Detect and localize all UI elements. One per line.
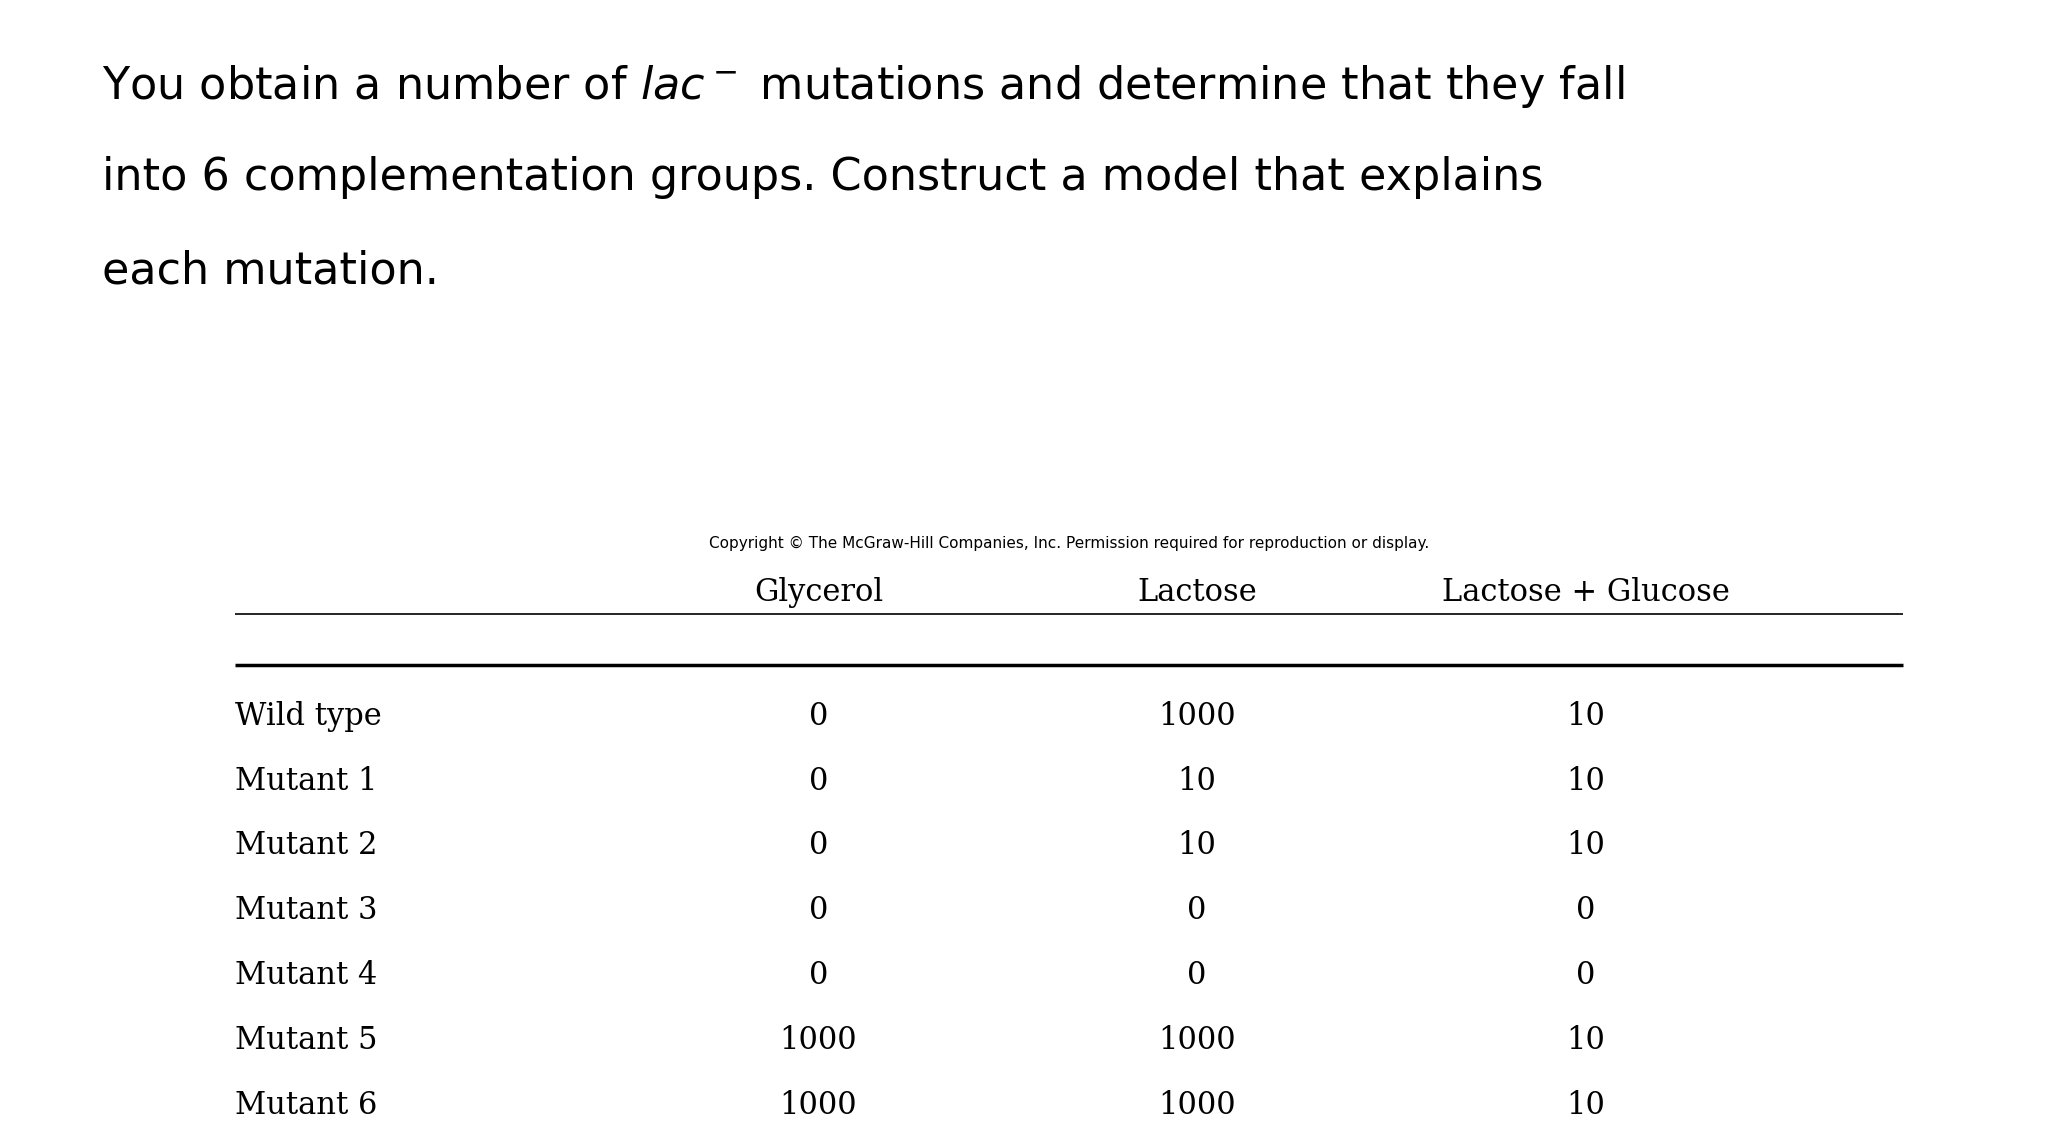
Text: 0: 0 (1575, 960, 1596, 991)
Text: Mutant 6: Mutant 6 (235, 1089, 379, 1121)
Text: 1000: 1000 (1158, 1024, 1236, 1056)
Text: Mutant 5: Mutant 5 (235, 1024, 379, 1056)
Text: 0: 0 (808, 960, 829, 991)
Text: Mutant 1: Mutant 1 (235, 765, 379, 797)
Text: 10: 10 (1176, 830, 1217, 862)
Text: Mutant 4: Mutant 4 (235, 960, 379, 991)
Text: 0: 0 (808, 895, 829, 927)
Text: 10: 10 (1565, 1089, 1606, 1121)
Text: into 6 complementation groups. Construct a model that explains: into 6 complementation groups. Construct… (102, 156, 1543, 199)
Text: 0: 0 (808, 830, 829, 862)
Text: each mutation.: each mutation. (102, 249, 440, 292)
Text: Glycerol: Glycerol (753, 578, 884, 608)
Text: Copyright © The McGraw-Hill Companies, Inc. Permission required for reproduction: Copyright © The McGraw-Hill Companies, I… (708, 537, 1430, 551)
Text: 0: 0 (1187, 960, 1207, 991)
Text: Lactose + Glucose: Lactose + Glucose (1442, 578, 1729, 608)
Text: Mutant 3: Mutant 3 (235, 895, 379, 927)
Text: 0: 0 (808, 700, 829, 732)
Text: 10: 10 (1565, 700, 1606, 732)
Text: Lactose: Lactose (1138, 578, 1256, 608)
Text: 10: 10 (1565, 1024, 1606, 1056)
Text: 0: 0 (1187, 895, 1207, 927)
Text: Wild type: Wild type (235, 700, 383, 732)
Text: 10: 10 (1565, 765, 1606, 797)
Text: 1000: 1000 (780, 1024, 857, 1056)
Text: 1000: 1000 (780, 1089, 857, 1121)
Text: You obtain a number of $\mathit{lac}^-$ mutations and determine that they fall: You obtain a number of $\mathit{lac}^-$ … (102, 63, 1625, 109)
Text: 1000: 1000 (1158, 700, 1236, 732)
Text: Mutant 2: Mutant 2 (235, 830, 379, 862)
Text: 10: 10 (1565, 830, 1606, 862)
Text: 0: 0 (1575, 895, 1596, 927)
Text: 10: 10 (1176, 765, 1217, 797)
Text: 1000: 1000 (1158, 1089, 1236, 1121)
Text: 0: 0 (808, 765, 829, 797)
